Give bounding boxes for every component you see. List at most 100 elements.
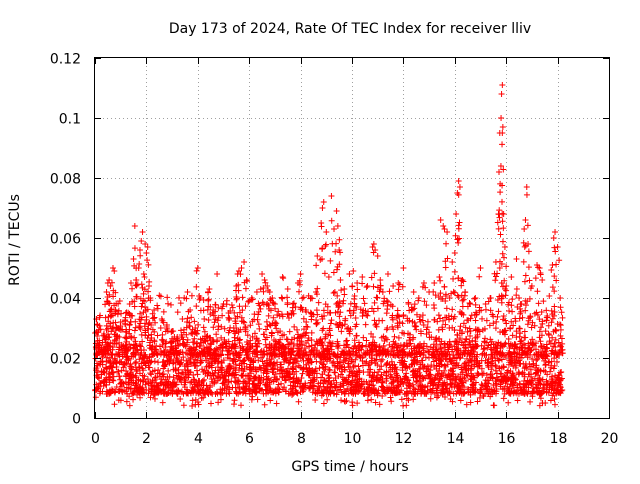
- roti-point: [455, 239, 462, 246]
- roti-point: [179, 316, 186, 322]
- roti-point: [403, 402, 410, 409]
- roti-point: [358, 385, 365, 392]
- roti-point: [427, 386, 434, 393]
- roti-point: [293, 375, 300, 382]
- roti-point: [331, 363, 338, 370]
- roti-point: [188, 314, 195, 321]
- roti-point: [241, 357, 248, 364]
- roti-point: [499, 250, 506, 257]
- roti-point: [545, 322, 552, 329]
- roti-point: [475, 371, 482, 378]
- x-tick-label: 8: [297, 431, 306, 447]
- roti-point: [237, 402, 244, 409]
- roti-point: [154, 305, 161, 312]
- roti-point: [363, 284, 370, 291]
- roti-point: [141, 359, 148, 366]
- roti-point: [415, 295, 422, 301]
- roti-point: [539, 384, 546, 391]
- roti-point: [299, 370, 306, 377]
- roti-point: [557, 326, 564, 333]
- roti-point: [262, 381, 269, 388]
- roti-point: [487, 295, 494, 302]
- roti-point: [144, 257, 151, 264]
- roti-point: [410, 289, 417, 295]
- roti-point: [203, 357, 210, 364]
- roti-point: [368, 374, 375, 381]
- roti-point: [248, 396, 255, 403]
- roti-point: [300, 357, 307, 364]
- roti-point: [296, 288, 303, 295]
- roti-point: [361, 300, 368, 307]
- roti-point: [329, 360, 336, 367]
- roti-point: [498, 91, 505, 97]
- roti-point: [123, 368, 130, 375]
- roti-point: [472, 295, 479, 301]
- x-axis-label: GPS time / hours: [291, 459, 408, 475]
- roti-point: [384, 306, 391, 313]
- roti-point: [193, 267, 200, 274]
- roti-point: [267, 397, 274, 404]
- roti-point: [186, 369, 193, 376]
- roti-point: [386, 288, 393, 295]
- roti-point: [279, 295, 286, 302]
- roti-point: [552, 229, 559, 235]
- roti-point: [256, 325, 263, 332]
- roti-point: [218, 358, 225, 365]
- roti-point: [244, 278, 251, 285]
- roti-point: [500, 211, 507, 217]
- roti-point: [514, 397, 521, 404]
- roti-point: [120, 364, 127, 371]
- roti-point: [184, 336, 191, 343]
- roti-point: [223, 297, 230, 304]
- roti-point: [449, 306, 456, 313]
- roti-point: [507, 359, 514, 366]
- roti-point: [499, 141, 506, 148]
- roti-point: [482, 306, 489, 313]
- y-tick-label: 0.1: [59, 112, 81, 128]
- roti-point: [140, 354, 147, 361]
- roti-point: [323, 229, 330, 235]
- roti-point: [508, 274, 515, 280]
- roti-point: [431, 280, 438, 286]
- roti-point: [145, 283, 152, 289]
- roti-point: [513, 285, 520, 292]
- roti-point: [457, 397, 464, 404]
- roti-point: [287, 386, 294, 393]
- roti-point: [430, 358, 437, 365]
- roti-point: [197, 307, 204, 314]
- roti-point: [359, 280, 366, 287]
- roti-point: [521, 278, 528, 285]
- x-tick-label: 2: [142, 431, 151, 447]
- roti-point: [498, 115, 505, 121]
- roti-point: [193, 283, 200, 290]
- roti-point: [501, 385, 508, 392]
- roti-point: [330, 358, 337, 365]
- roti-point: [383, 369, 390, 376]
- roti-point: [164, 300, 171, 307]
- roti-point: [327, 257, 334, 264]
- roti-point: [242, 285, 249, 292]
- roti-point: [462, 289, 469, 296]
- roti-point: [274, 385, 281, 392]
- roti-point: [261, 401, 268, 408]
- roti-point: [334, 387, 341, 394]
- roti-point: [254, 316, 261, 323]
- roti-point: [443, 240, 450, 247]
- roti-point: [469, 381, 476, 388]
- roti-point: [505, 335, 512, 342]
- roti-point: [205, 289, 212, 296]
- roti-point: [368, 377, 375, 384]
- roti-point: [314, 285, 321, 292]
- roti-point: [513, 292, 520, 299]
- roti-point: [543, 388, 550, 395]
- roti-point: [516, 295, 523, 301]
- roti-point: [273, 400, 280, 407]
- roti-point: [318, 223, 325, 230]
- roti-point: [354, 280, 361, 286]
- roti-point: [499, 238, 506, 245]
- roti-point: [356, 375, 363, 382]
- roti-point: [430, 302, 437, 309]
- roti-point: [523, 184, 530, 190]
- roti-point: [532, 275, 539, 282]
